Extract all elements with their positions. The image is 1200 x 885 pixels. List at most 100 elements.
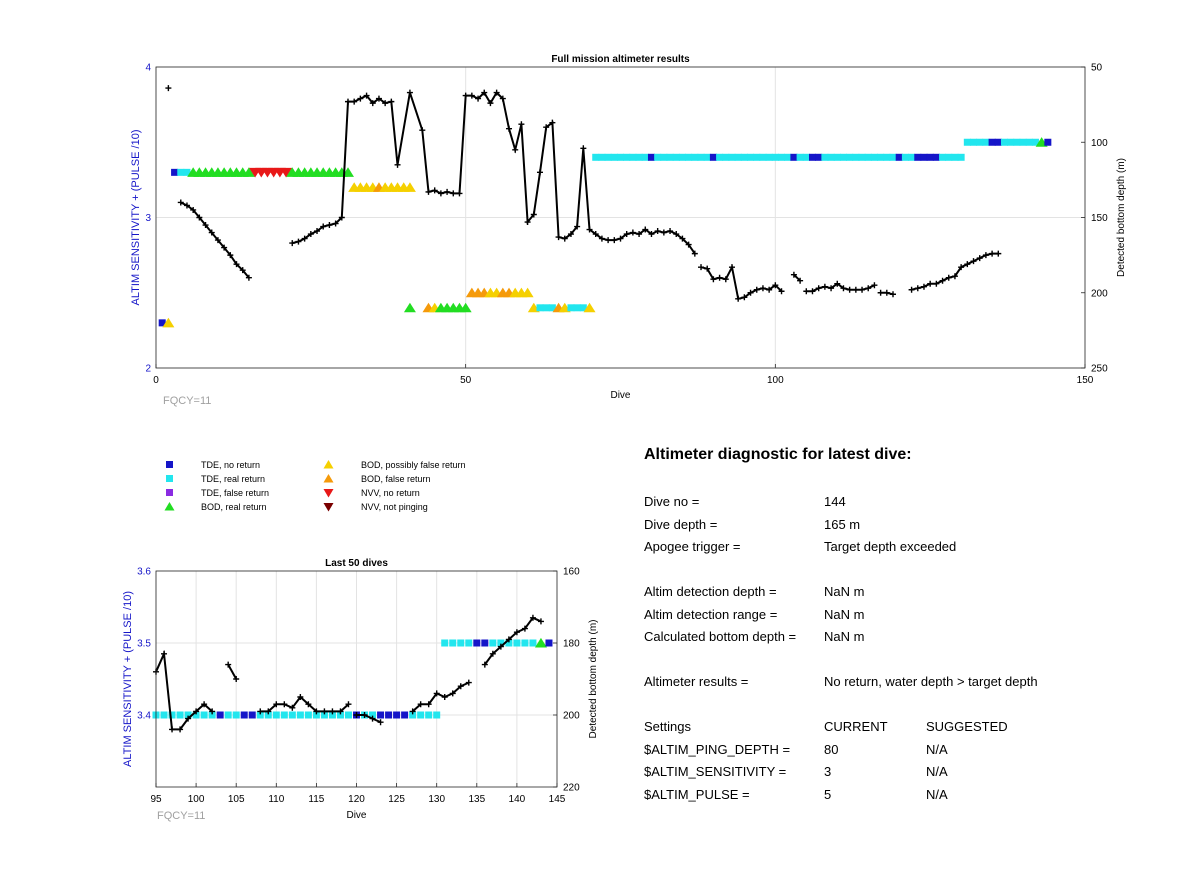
depth-point — [574, 223, 581, 230]
diag-label: Altimeter results = — [644, 674, 749, 689]
depth-point — [337, 708, 344, 715]
tde-marker — [192, 711, 200, 719]
tde-marker — [344, 711, 352, 719]
legend-label: NVV, not pinging — [361, 502, 428, 512]
legend-item-tde-false-return: TDE, false return — [166, 488, 269, 498]
legend-item-nvv-no-return: NVV, no return — [323, 488, 420, 498]
x-tick-label: 120 — [348, 794, 365, 805]
y-tick-label: 4 — [145, 63, 151, 74]
depth-point — [642, 226, 649, 233]
depth-point — [964, 261, 971, 268]
tde-marker — [914, 153, 922, 161]
tde-marker — [920, 153, 928, 161]
tde-marker — [666, 153, 674, 161]
depth-point — [487, 100, 494, 107]
x-tick-label: 50 — [460, 375, 472, 386]
depth-point — [449, 690, 456, 697]
depth-series — [165, 85, 1002, 302]
tde-marker — [703, 153, 711, 161]
depth-point — [357, 95, 364, 102]
tde-marker — [369, 711, 377, 719]
tde-marker — [304, 711, 312, 719]
depth-point — [329, 708, 336, 715]
tde-marker — [765, 153, 773, 161]
depth-point — [840, 285, 847, 292]
depth-point — [394, 161, 401, 168]
depth-point — [883, 289, 890, 296]
depth-point — [273, 701, 280, 708]
depth-point — [493, 89, 500, 96]
depth-point — [537, 618, 544, 625]
depth-point — [161, 650, 168, 657]
y-tick-label: 3.6 — [137, 567, 151, 578]
tde-marker — [877, 153, 885, 161]
depth-line — [227, 664, 238, 680]
tde-marker — [883, 153, 891, 161]
depth-point — [821, 283, 828, 290]
depth-line — [155, 649, 213, 731]
tde-marker — [160, 711, 168, 719]
depth-point — [332, 220, 339, 227]
depth-point — [772, 282, 779, 289]
tde-marker — [296, 711, 304, 719]
tde-marker — [672, 153, 680, 161]
tde-marker — [833, 153, 841, 161]
y2-tick-label: 200 — [563, 711, 580, 722]
tde-marker — [716, 153, 724, 161]
tde-marker — [545, 639, 553, 647]
x-tick-label: 95 — [150, 794, 162, 805]
depth-point — [877, 289, 884, 296]
tde-marker — [441, 639, 449, 647]
tde-marker — [385, 711, 393, 719]
bod-marker — [242, 167, 255, 177]
tde-marker — [629, 153, 637, 161]
depth-line — [180, 201, 250, 279]
y2-tick-label: 50 — [1091, 63, 1103, 74]
tde-marker — [852, 153, 860, 161]
tde-marker — [521, 639, 529, 647]
depth-point — [321, 708, 328, 715]
depth-point — [809, 288, 816, 295]
tde-marker — [771, 153, 779, 161]
setting-current: 3 — [824, 764, 832, 779]
y2-tick-label: 150 — [1091, 213, 1108, 224]
diag-row-dive-no: Dive no = 144 — [644, 494, 1164, 517]
diag-label: Altim detection range = — [644, 606, 778, 622]
diag-value: No return, water depth > target depth — [824, 674, 1038, 689]
depth-line — [793, 273, 801, 282]
tde-marker — [994, 138, 1002, 146]
depth-point — [506, 125, 513, 132]
depth-point — [790, 271, 797, 278]
depth-point — [489, 650, 496, 657]
y2-tick-label: 250 — [1091, 364, 1108, 375]
depth-point — [225, 661, 232, 668]
depth-point — [945, 274, 952, 281]
depth-point — [314, 228, 321, 235]
depth-point — [406, 89, 413, 96]
x-tick-label: 115 — [308, 794, 324, 805]
depth-point — [778, 288, 785, 295]
legend-item-bod-possibly-false-return: BOD, possibly false return — [323, 460, 466, 470]
tde-marker — [734, 153, 742, 161]
settings-row-ping-depth: $ALTIM_PING_DEPTH = 80 N/A — [644, 742, 1164, 765]
depth-point — [716, 274, 723, 281]
setting-suggested: N/A — [926, 786, 948, 802]
tde-marker — [529, 639, 537, 647]
depth-point — [425, 701, 432, 708]
y-axis-label: ALTIM SENSITIVITY + (PULSE /10) — [122, 591, 134, 767]
tde-marker — [171, 168, 179, 176]
tde-marker — [926, 153, 934, 161]
depth-point — [815, 285, 822, 292]
depth-point — [698, 264, 705, 271]
tde-marker — [988, 138, 996, 146]
tde-marker — [176, 711, 184, 719]
y-tick-label: 2 — [145, 364, 151, 375]
depth-point — [567, 231, 574, 238]
depth-point — [797, 277, 804, 284]
depth-point — [457, 683, 464, 690]
depth-point — [190, 206, 197, 213]
diag-row-dive-depth: Dive depth = 165 m — [644, 517, 1164, 540]
depth-point — [431, 187, 438, 194]
diag-value: NaN m — [824, 629, 865, 644]
depth-point — [995, 250, 1002, 257]
